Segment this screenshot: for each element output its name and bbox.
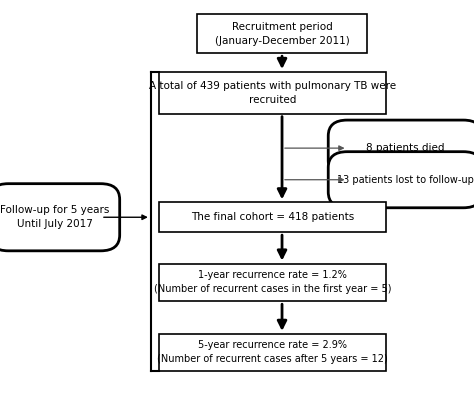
Text: 13 patients lost to follow-up: 13 patients lost to follow-up	[337, 175, 474, 185]
FancyBboxPatch shape	[328, 120, 474, 176]
Text: 8 patients died: 8 patients died	[366, 143, 445, 153]
FancyBboxPatch shape	[159, 264, 386, 301]
FancyBboxPatch shape	[197, 14, 367, 53]
Text: A total of 439 patients with pulmonary TB were
recruited: A total of 439 patients with pulmonary T…	[149, 81, 396, 105]
FancyBboxPatch shape	[0, 184, 119, 251]
Text: 1-year recurrence rate = 1.2%
(Number of recurrent cases in the first year = 5): 1-year recurrence rate = 1.2% (Number of…	[154, 271, 392, 294]
FancyBboxPatch shape	[159, 72, 386, 114]
FancyBboxPatch shape	[159, 202, 386, 232]
Text: Follow-up for 5 years
Until July 2017: Follow-up for 5 years Until July 2017	[0, 205, 109, 229]
Text: Recruitment period
(January-December 2011): Recruitment period (January-December 201…	[215, 22, 349, 45]
Text: 5-year recurrence rate = 2.9%
(Number of recurrent cases after 5 years = 12): 5-year recurrence rate = 2.9% (Number of…	[157, 340, 388, 364]
Text: The final cohort = 418 patients: The final cohort = 418 patients	[191, 212, 354, 222]
FancyBboxPatch shape	[328, 152, 474, 208]
FancyBboxPatch shape	[159, 333, 386, 371]
